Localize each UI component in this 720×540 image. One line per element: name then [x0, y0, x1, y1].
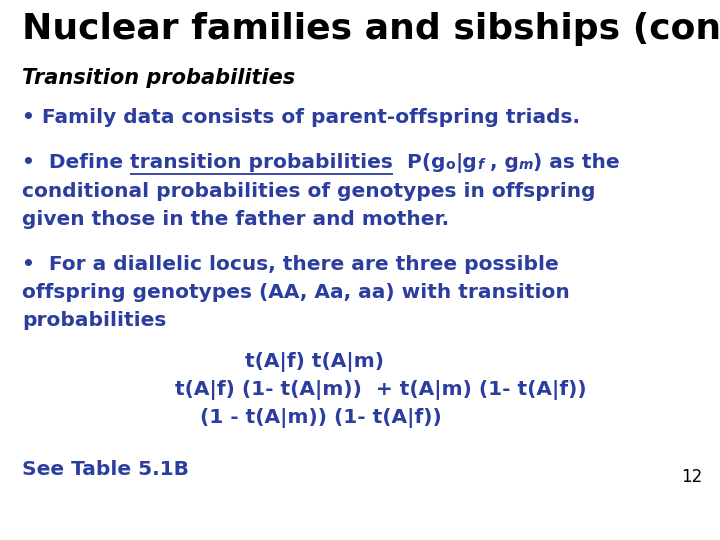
Text: |g: |g: [455, 153, 477, 173]
Text: conditional probabilities of genotypes in offspring: conditional probabilities of genotypes i…: [22, 182, 595, 201]
Text: Transition probabilities: Transition probabilities: [22, 68, 295, 88]
Text: •  Define: • Define: [22, 153, 130, 172]
Text: ) as the: ) as the: [534, 153, 620, 172]
Text: , g: , g: [483, 153, 518, 172]
Text: f: f: [477, 158, 483, 172]
Text: •  For a diallelic locus, there are three possible: • For a diallelic locus, there are three…: [22, 255, 559, 274]
Text: See Table 5.1B: See Table 5.1B: [22, 460, 189, 479]
Text: 12: 12: [680, 468, 702, 486]
Text: m: m: [518, 158, 534, 172]
Text: Nuclear families and sibships (cont’d): Nuclear families and sibships (cont’d): [22, 12, 720, 46]
Text: probabilities: probabilities: [22, 311, 166, 330]
Text: t(A|f) (1- t(A|m))  + t(A|m) (1- t(A|f)): t(A|f) (1- t(A|m)) + t(A|m) (1- t(A|f)): [175, 380, 587, 400]
Text: offspring genotypes (AA, Aa, aa) with transition: offspring genotypes (AA, Aa, aa) with tr…: [22, 283, 570, 302]
Text: P(g: P(g: [393, 153, 446, 172]
Text: (1 - t(A|m)) (1- t(A|f)): (1 - t(A|m)) (1- t(A|f)): [200, 408, 442, 428]
Text: t(A|f) t(A|m): t(A|f) t(A|m): [245, 352, 384, 372]
Text: o: o: [446, 158, 455, 172]
Text: transition probabilities: transition probabilities: [130, 153, 393, 172]
Text: • Family data consists of parent-offspring triads.: • Family data consists of parent-offspri…: [22, 108, 580, 127]
Text: given those in the father and mother.: given those in the father and mother.: [22, 210, 449, 229]
